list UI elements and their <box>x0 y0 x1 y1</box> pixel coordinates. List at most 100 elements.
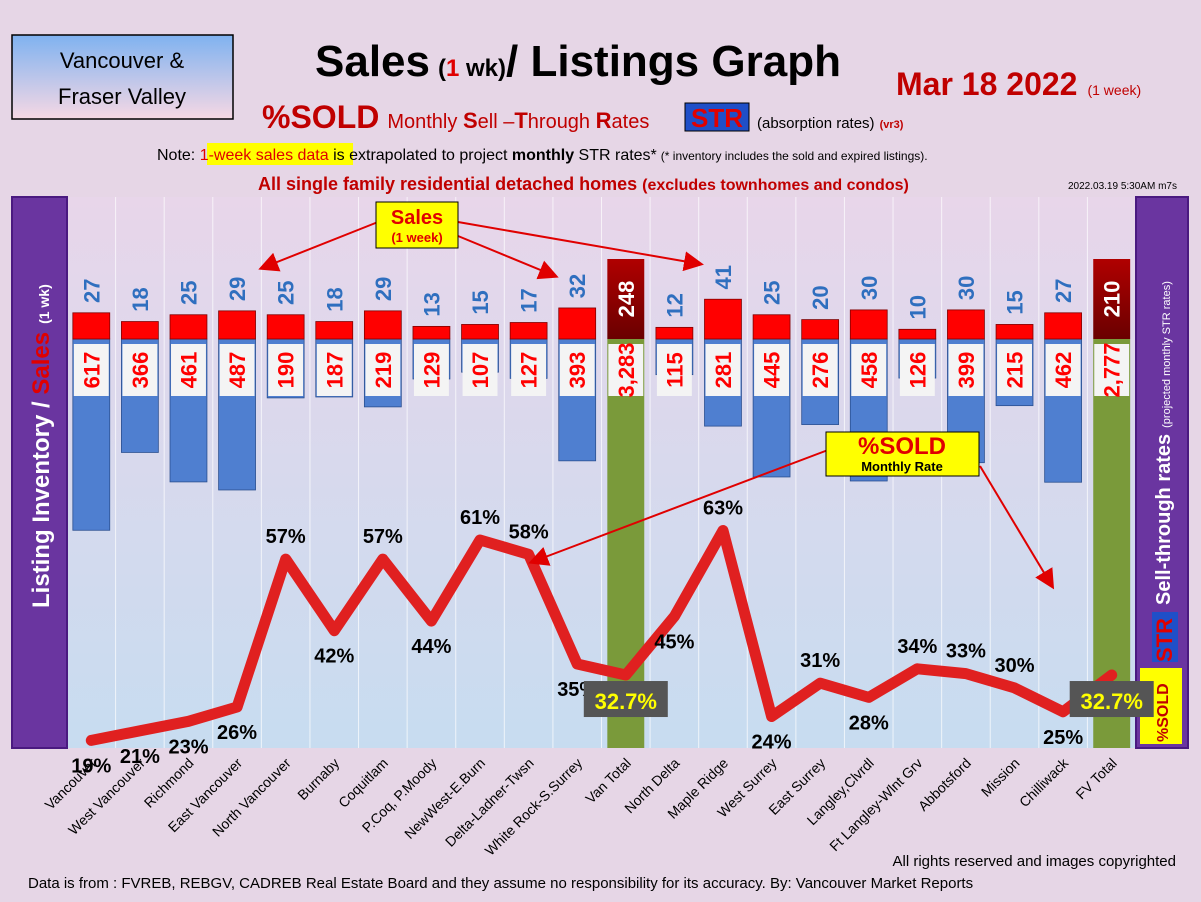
subtitle-m: Monthly <box>387 111 463 133</box>
footer-source: Data is from : FVREB, REBGV, CADREB Real… <box>28 875 973 892</box>
inventory-label-bg <box>851 344 887 396</box>
str-label: 45% <box>654 631 694 653</box>
category-label: White Rock-S.Surrey <box>482 755 586 859</box>
sales-label: 27 <box>1051 279 1076 303</box>
category-label: Abbotsford <box>915 755 974 814</box>
note-prefix: Note: <box>157 147 200 164</box>
inventory-label: 445 <box>760 352 785 389</box>
str-label: 42% <box>314 646 354 668</box>
note-small: (* inventory includes the sold and expir… <box>661 149 928 163</box>
sales-label: 248 <box>614 281 639 318</box>
sales-callout-title: Sales <box>391 207 443 229</box>
sales-arrow-1 <box>258 221 379 272</box>
inventory-label: 399 <box>954 352 979 389</box>
note-line: Note: 1-week sales data is extrapolated … <box>157 147 928 164</box>
str-label: 21% <box>120 746 160 768</box>
sales-label: 41 <box>711 265 736 289</box>
note-mid: is extrapolated to project <box>329 147 512 164</box>
inventory-label-bg <box>171 344 206 396</box>
inventory-label: 393 <box>565 352 590 389</box>
region-line1: Vancouver & <box>60 48 185 73</box>
sales-bar <box>558 307 597 340</box>
inventory-label-bg <box>608 344 644 396</box>
inventory-label: 219 <box>371 352 396 389</box>
title-part2: / Listings Graph <box>506 37 841 86</box>
str-label: 24% <box>752 732 792 754</box>
subtitle-S: S <box>463 108 478 133</box>
left-axis-inventory: Listing Inventory / <box>28 395 55 608</box>
str-label: 31% <box>800 650 840 672</box>
sales-label: 25 <box>760 281 785 305</box>
str-label: 34% <box>897 636 937 658</box>
inventory-label-bg <box>511 344 547 396</box>
category-label: Chilliwack <box>1016 754 1072 810</box>
str-label: 32.7% <box>595 689 657 714</box>
inventory-label-bg <box>219 344 255 396</box>
category-label: Burnaby <box>294 755 342 803</box>
inventory-label-bg <box>754 344 790 396</box>
str-total-box <box>583 681 668 718</box>
sales-bar <box>607 259 645 339</box>
inventory-label: 3,283 <box>614 342 639 397</box>
str-label: 57% <box>266 526 306 548</box>
inventory-label-bg <box>413 344 449 396</box>
inventory-label-bg <box>997 344 1032 396</box>
sales-label: 17 <box>517 288 542 312</box>
inventory-label: 129 <box>419 352 444 389</box>
sales-callout: Sales (1 week) <box>258 201 704 280</box>
footer-rights: All rights reserved and images copyright… <box>893 853 1176 870</box>
title-part1: Sales <box>315 37 430 86</box>
inventory-label: 215 <box>1003 352 1028 389</box>
inventory-label: 617 <box>79 352 104 389</box>
str-label: 44% <box>411 636 451 658</box>
title-paren-open: ( <box>438 55 446 82</box>
subtitle-hrough: hrough <box>528 111 596 133</box>
sales-label: 13 <box>419 292 444 316</box>
sales-bar <box>266 314 305 340</box>
inventory-label: 187 <box>322 352 347 389</box>
str-label: 33% <box>946 641 986 663</box>
absorption-text: (absorption rates) (vr3) <box>757 115 904 132</box>
right-sold-text: %SOLD <box>1155 683 1172 742</box>
sales-bar <box>1093 259 1131 339</box>
inventory-label: 281 <box>711 352 736 389</box>
inventory-label: 126 <box>905 352 930 389</box>
inventory-label-bg <box>462 344 498 396</box>
sold-arrow-2 <box>979 465 1055 590</box>
sales-bar <box>412 325 451 340</box>
inventory-label-bg <box>656 344 692 396</box>
region-box: Vancouver & Fraser Valley <box>11 34 234 120</box>
sales-label: 18 <box>128 287 153 311</box>
category-label: Ft Langley-Wlnt Grv <box>826 755 925 854</box>
sales-bar <box>704 298 742 340</box>
left-axis-panel: Listing Inventory / Sales (1 wk) <box>11 196 68 749</box>
scope-bold2: (excludes townhomes and condos) <box>642 177 909 194</box>
inventory-label-bg <box>1045 344 1081 396</box>
subtitle: %SOLD Monthly Sell –Through Rates <box>262 99 649 135</box>
inventory-label: 115 <box>662 352 687 388</box>
sales-label: 29 <box>371 277 396 301</box>
sold-callout-title: %SOLD <box>858 433 946 460</box>
sales-label: 10 <box>905 295 930 319</box>
sales-bar <box>898 328 937 340</box>
absorption-label: (absorption rates) <box>757 115 875 132</box>
sold-callout: %SOLD Monthly Rate <box>528 431 1055 590</box>
note-highlight-bg <box>207 143 353 165</box>
right-str-text: STR <box>1152 618 1177 662</box>
str-label: 26% <box>217 722 257 744</box>
sales-label: 15 <box>1003 290 1028 314</box>
str-line-layer <box>85 525 1118 746</box>
sales-label: 15 <box>468 290 493 314</box>
region-line2: Fraser Valley <box>58 84 186 109</box>
scope-bold1: All single family residential detached h… <box>258 174 637 194</box>
inventory-label: 2,777 <box>1100 342 1125 397</box>
right-axis-main: Sell-through rates <box>1153 434 1175 605</box>
inventory-label-bg <box>559 344 595 396</box>
subtitle-ell: ell – <box>478 111 516 133</box>
left-axis-title: Listing Inventory / Sales (1 wk) <box>28 284 55 608</box>
version-label: (vr3) <box>880 119 904 131</box>
subtitle-T: T <box>514 108 528 133</box>
sales-label: 30 <box>857 276 882 300</box>
date-suffix: (1 week) <box>1087 82 1141 98</box>
